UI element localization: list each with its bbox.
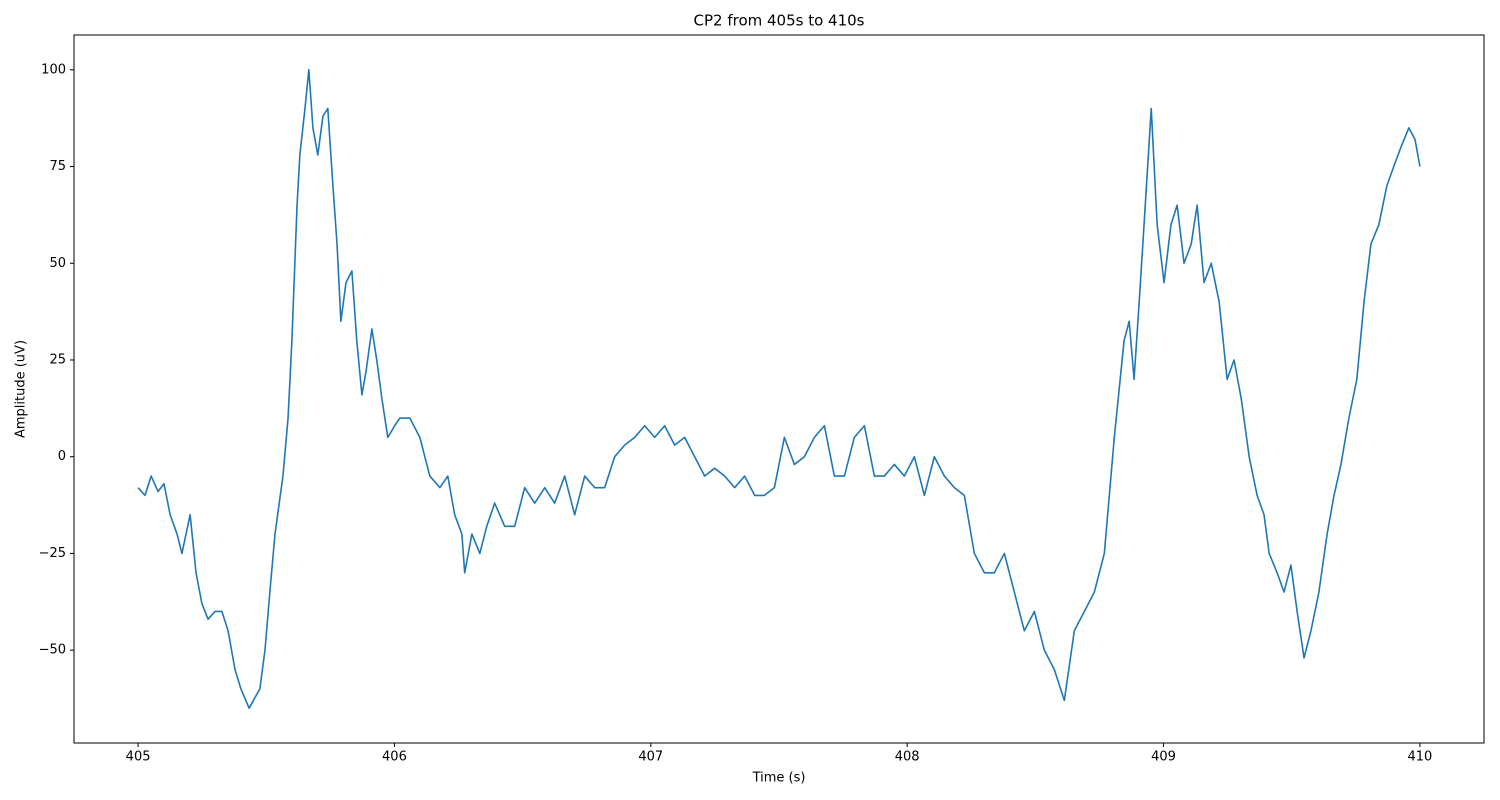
x-tick-label: 405 [126,750,151,765]
y-tick-label: −25 [39,546,66,561]
data-line [137,69,1421,709]
y-tick-label: 25 [49,352,66,367]
y-tick-label: −50 [39,643,66,658]
x-tick-label: 406 [382,750,407,765]
x-tick-label: 410 [1407,750,1432,765]
x-tick-label: 407 [638,750,663,765]
y-tick-label: 50 [49,256,66,271]
y-axis-label: Amplitude (uV) [14,340,29,438]
y-tick-label: 100 [41,62,66,77]
x-tick-label: 408 [895,750,920,765]
y-tick-label: 0 [58,449,66,464]
y-tick-label: 75 [49,159,66,174]
plot-frame [73,34,1485,744]
x-tick-label: 409 [1151,750,1176,765]
chart-title: CP2 from 405s to 410s [694,12,865,30]
x-axis-label: Time (s) [752,771,806,786]
